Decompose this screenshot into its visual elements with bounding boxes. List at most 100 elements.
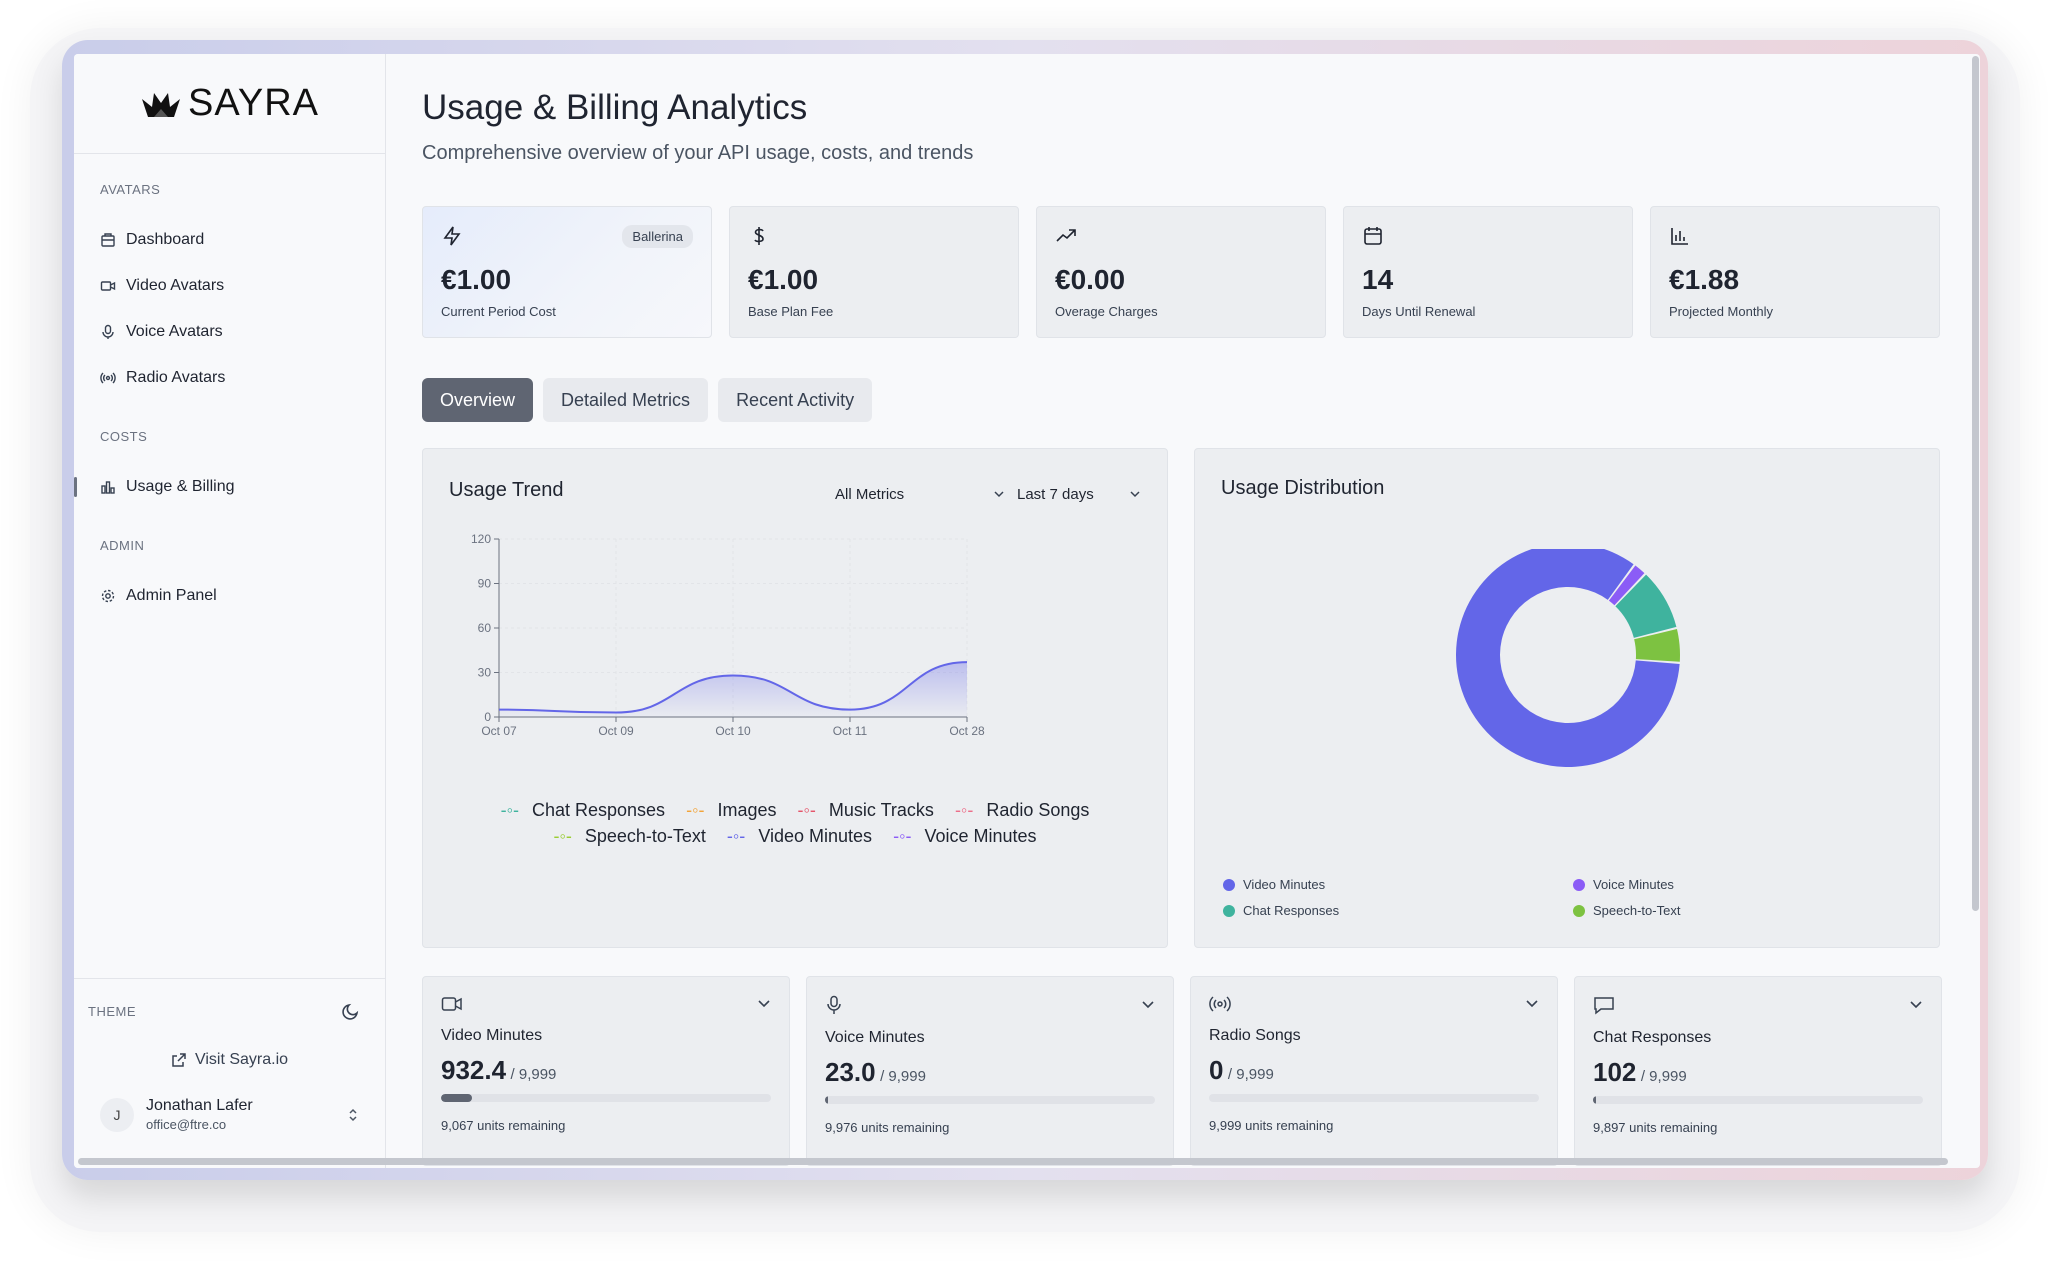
dist-legend-speech-to-text[interactable]: Speech-to-Text (1573, 903, 1680, 918)
x-tick-label: Oct 28 (949, 724, 985, 738)
metric-select-value: All Metrics (835, 485, 905, 503)
legend-images[interactable]: -◦- Images (686, 800, 777, 820)
legend-label: Chat Responses (1243, 903, 1340, 918)
usage-amount: 932.4 (441, 1055, 507, 1085)
usage-progress-bar (441, 1094, 771, 1102)
stat-label: Overage Charges (1055, 304, 1158, 319)
sidebar-item-label: Dashboard (126, 231, 205, 248)
tab-detailed-metrics[interactable]: Detailed Metrics (543, 378, 709, 422)
chart-tick-labels: 0 30 60 90 120 Oct 07 Oct 09 Oct 10 Oct 11 Oct 28 (471, 532, 985, 738)
y-tick-label: 30 (478, 666, 492, 680)
dist-legend-voice-minutes[interactable]: Voice Minutes (1573, 877, 1674, 892)
usage-value: 0 / 9,999 (1209, 1055, 1539, 1086)
metric-select[interactable]: All Metrics (835, 479, 1005, 509)
x-tick-label: Oct 10 (715, 724, 751, 738)
stat-label: Projected Monthly (1669, 304, 1774, 319)
usage-amount: 102 (1593, 1057, 1637, 1087)
lightning-icon (443, 226, 461, 246)
usage-progress-bar (1209, 1094, 1539, 1102)
legend-label: Music Tracks (828, 800, 934, 820)
brand-logo[interactable]: SAYRA (74, 54, 385, 154)
chevron-down-icon[interactable] (1525, 999, 1539, 1009)
legend-label: Speech-to-Text (584, 826, 706, 846)
usage-limit: / 9,999 (1227, 1066, 1274, 1083)
x-tick-label: Oct 11 (833, 724, 868, 738)
legend-radio-songs[interactable]: -◦- Radio Songs (954, 800, 1090, 820)
chevron-down-icon (994, 491, 1004, 498)
microphone-icon (827, 995, 841, 1014)
bar-chart-icon (101, 481, 115, 494)
dist-legend-chat-responses[interactable]: Chat Responses (1223, 903, 1339, 918)
sidebar-item-usage-billing[interactable]: Usage & Billing (74, 464, 385, 510)
crown-logo-icon (141, 92, 180, 117)
user-menu[interactable]: J Jonathan Lafer office@ftre.co (100, 1097, 359, 1132)
usage-remaining: 9,897 units remaining (1593, 1120, 1718, 1135)
range-select-value: Last 7 days (1017, 485, 1094, 503)
vertical-scrollbar[interactable] (1970, 54, 1980, 1168)
gear-icon (101, 589, 115, 603)
usage-value: 23.0 / 9,999 (825, 1057, 1155, 1088)
legend-voice-minutes[interactable]: -◦- Voice Minutes (893, 826, 1037, 846)
sidebar-item-admin-panel[interactable]: Admin Panel (100, 573, 385, 619)
tab-recent-activity[interactable]: Recent Activity (718, 378, 873, 422)
sidebar-item-label: Admin Panel (126, 587, 217, 604)
page-title: Usage & Billing Analytics (422, 88, 808, 127)
usage-limit: / 9,999 (1640, 1068, 1687, 1085)
horizontal-scrollbar[interactable] (76, 1156, 1956, 1166)
main-content: Usage & Billing Analytics Comprehensive … (386, 54, 1980, 1168)
visit-label: Visit Sayra.io (194, 1051, 289, 1068)
chevron-down-icon[interactable] (1909, 1000, 1923, 1010)
trend-legend-row-2: -◦- Speech-to-Text -◦- Video Minutes -◦-… (423, 823, 1167, 849)
trending-up-icon (1056, 229, 1076, 242)
chevron-down-icon[interactable] (757, 999, 771, 1009)
tab-overview[interactable]: Overview (422, 378, 534, 422)
sidebar-item-dashboard[interactable]: Dashboard (100, 217, 385, 263)
legend-chat-responses[interactable]: -◦- Chat Responses (500, 800, 666, 820)
microphone-icon (102, 324, 114, 339)
legend-dot (1573, 904, 1585, 917)
legend-speech-to-text[interactable]: -◦- Speech-to-Text (553, 826, 706, 846)
dist-legend-video-minutes[interactable]: Video Minutes (1223, 877, 1325, 892)
legend-label: Chat Responses (531, 800, 666, 820)
dollar-icon (754, 227, 764, 245)
usage-progress-fill (441, 1094, 472, 1102)
usage-card-head (441, 995, 771, 1013)
stat-value: 14 (1362, 264, 1394, 295)
usage-name: Chat Responses (1593, 1029, 1712, 1046)
stat-card-current-period-cost: Ballerina €1.00 Current Period Cost (422, 206, 712, 338)
moon-icon[interactable] (341, 1001, 361, 1021)
slice-voice-minutes[interactable] (1608, 565, 1645, 606)
usage-value: 932.4 / 9,999 (441, 1055, 771, 1086)
usage-name: Radio Songs (1209, 1027, 1301, 1044)
sidebar-item-voice-avatars[interactable]: Voice Avatars (100, 309, 385, 355)
sidebar: SAYRA AVATARS Dashboard Video Avatars Vo… (74, 54, 386, 1168)
user-info: Jonathan Lafer office@ftre.co (146, 1097, 347, 1132)
usage-limit: / 9,999 (880, 1068, 926, 1085)
stat-value: €0.00 (1055, 264, 1126, 295)
usage-trend-chart: 0 30 60 90 120 Oct 07 Oct 09 Oct 10 Oct 11 Oct 28 (471, 532, 985, 738)
x-tick-label: Oct 09 (598, 724, 634, 738)
sidebar-item-video-avatars[interactable]: Video Avatars (100, 263, 385, 309)
legend-music-tracks[interactable]: -◦- Music Tracks (797, 800, 934, 820)
slice-speech-to-text[interactable] (1634, 629, 1680, 662)
legend-label: Voice Minutes (924, 826, 1037, 846)
stat-value: €1.88 (1669, 264, 1740, 295)
visit-sayra-link[interactable]: Visit Sayra.io (74, 1051, 385, 1069)
user-email: office@ftre.co (146, 1117, 227, 1132)
chevron-down-icon[interactable] (1141, 1000, 1155, 1010)
usage-progress-fill (825, 1096, 828, 1104)
stat-card-base-plan-fee: €1.00 Base Plan Fee (729, 206, 1019, 338)
usage-amount: 23.0 (825, 1057, 876, 1087)
nav-section-avatars: AVATARS Dashboard Video Avatars Voice Av… (74, 182, 385, 619)
slice-chat-responses[interactable] (1615, 574, 1677, 638)
scrollbar-thumb[interactable] (1972, 56, 1979, 911)
usage-remaining: 9,999 units remaining (1209, 1118, 1334, 1133)
range-select[interactable]: Last 7 days (1017, 479, 1141, 509)
scrollbar-thumb[interactable] (78, 1158, 1948, 1165)
device-frame: SAYRA AVATARS Dashboard Video Avatars Vo… (62, 40, 1988, 1180)
stat-card-projected-monthly: €1.88 Projected Monthly (1650, 206, 1940, 338)
legend-video-minutes[interactable]: -◦- Video Minutes (726, 826, 873, 846)
sidebar-item-radio-avatars[interactable]: Radio Avatars (100, 355, 385, 401)
legend-dot (1573, 878, 1585, 891)
slice-video-minutes[interactable] (1456, 549, 1680, 768)
